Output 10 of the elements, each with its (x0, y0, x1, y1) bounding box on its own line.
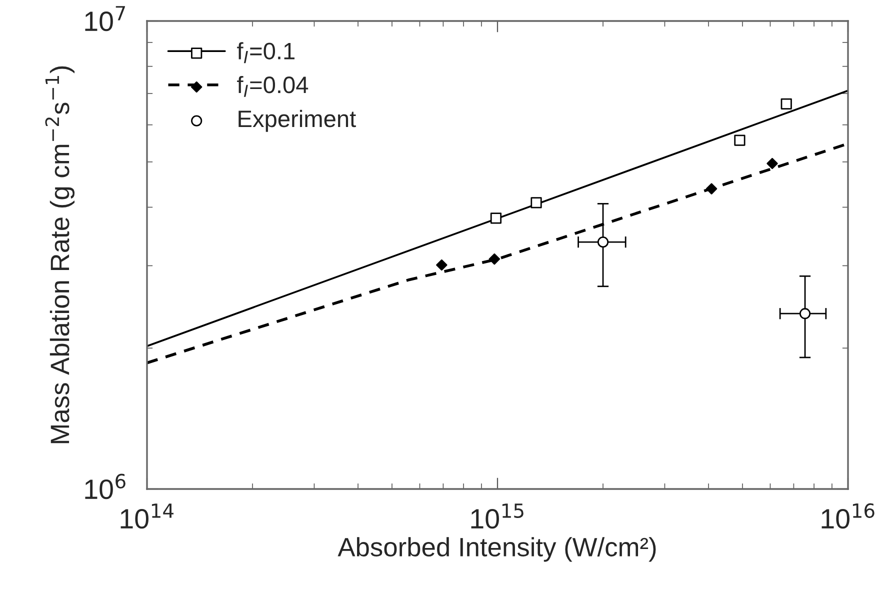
x-axis-title: Absorbed Intensity (W/cm²) (338, 537, 656, 562)
y-tick-label: 10$^{6}$ (85, 474, 126, 500)
x-tick-label: 10$^{16}$ (822, 503, 874, 529)
x-tick-label: 10$^{14}$ (120, 504, 174, 529)
y-axis-title: Mass Ablation Rate (g cm$^{−2}$s$^{−1}$) (45, 66, 75, 444)
legend-label: f$_{I}$=0.04 (237, 76, 308, 97)
legend-label: f$_{I}$=0.1 (237, 42, 294, 64)
y-tick-label: 10$^{7}$ (85, 6, 125, 32)
legend-label: Experiment (238, 110, 356, 132)
x-tick-label: 10$^{15}$ (471, 504, 524, 529)
